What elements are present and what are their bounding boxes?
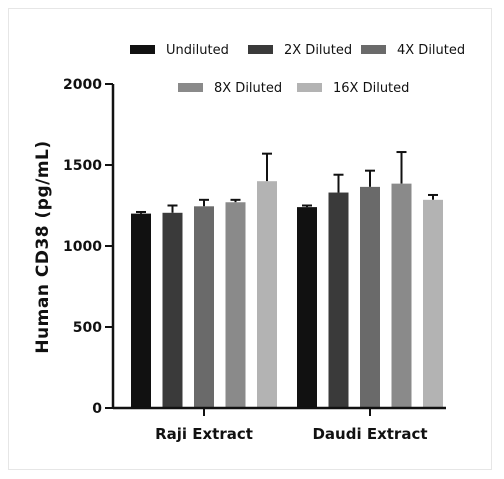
bar (131, 213, 151, 408)
bar (162, 212, 183, 408)
legend-swatch (361, 45, 386, 54)
y-tick-label: 2000 (63, 77, 102, 93)
x-category-label: Raji Extract (155, 425, 253, 443)
legend-label: 16X Diluted (333, 81, 409, 96)
bar (297, 207, 317, 408)
y-tick-label: 1000 (63, 239, 102, 255)
y-axis-label: Human CD38 (pg/mL) (33, 140, 53, 353)
legend-label: 4X Diluted (397, 43, 465, 58)
y-tick-label: 0 (92, 401, 102, 417)
x-category-label: Daudi Extract (312, 425, 427, 443)
bar (225, 202, 246, 408)
legend-swatch (130, 45, 155, 54)
legend-label: 8X Diluted (214, 81, 282, 96)
legend-label: Undiluted (166, 43, 229, 58)
bar (328, 192, 349, 408)
legend-swatch (178, 83, 203, 92)
bars (131, 151, 443, 408)
y-tick-label: 500 (73, 320, 102, 336)
bar (360, 186, 380, 408)
legend-swatch (297, 83, 322, 92)
chart-frame (8, 8, 492, 470)
y-tick-label: 1500 (63, 158, 102, 174)
legend-label: 2X Diluted (284, 43, 352, 58)
legend: Undiluted 2X Diluted 4X Diluted 8X Diluted 1… (130, 43, 465, 96)
x-axis: Raji Extract Daudi Extract (113, 406, 446, 443)
bar (194, 206, 214, 408)
bar (257, 181, 277, 408)
bar (391, 183, 412, 408)
bar (423, 199, 443, 408)
y-axis: 0 500 1000 1500 2000 (63, 77, 115, 417)
legend-swatch (248, 45, 273, 54)
